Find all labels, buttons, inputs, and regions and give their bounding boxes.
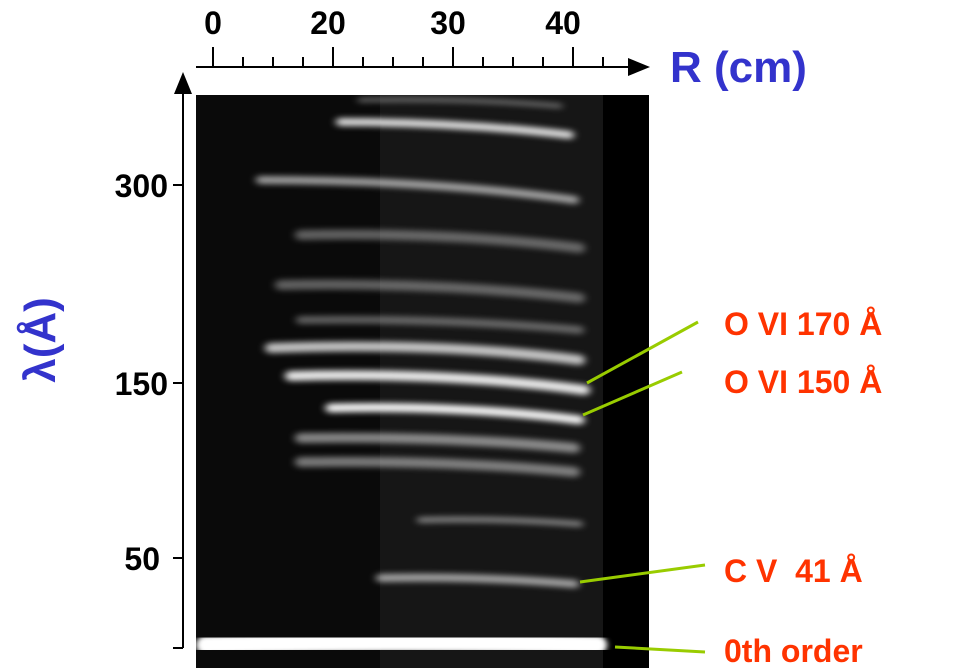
annotation: C V 41 Å — [724, 553, 863, 589]
y-axis: 300 150 50 λ(Å) — [16, 72, 192, 649]
y-axis-title: λ(Å) — [16, 297, 65, 383]
annotation: O VI 170 Å — [724, 306, 882, 342]
x-tick-label: 0 — [204, 5, 222, 41]
x-axis: 0 20 30 40 R (cm) — [196, 5, 807, 92]
x-tick-label: 40 — [545, 5, 581, 41]
y-tick-label: 300 — [115, 168, 168, 204]
annotation: 0th order — [724, 633, 863, 668]
y-tick-label: 150 — [115, 366, 168, 402]
annotation: O VI 150 Å — [724, 364, 882, 400]
x-tick-label: 30 — [430, 5, 466, 41]
annotations: O VI 170 Å O VI 150 Å C V 41 Å 0th order — [579, 306, 882, 668]
y-tick-label: 50 — [124, 541, 160, 577]
x-tick-label: 20 — [310, 5, 346, 41]
spectrogram-image — [196, 95, 649, 668]
x-axis-title: R (cm) — [670, 43, 807, 92]
